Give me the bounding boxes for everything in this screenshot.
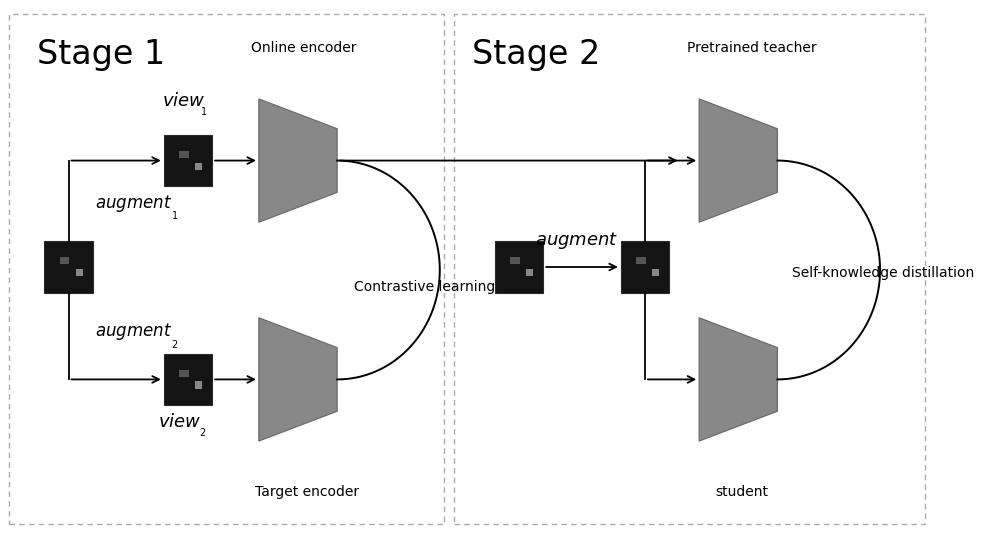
Polygon shape (699, 99, 777, 222)
Text: Self-knowledge distillation: Self-knowledge distillation (792, 266, 975, 280)
Bar (495, 241, 543, 293)
Bar (454, 14, 925, 524)
Text: student: student (715, 485, 768, 499)
Bar (76, 269, 83, 276)
Bar (60, 257, 69, 264)
Bar (621, 241, 669, 293)
Bar (9, 14, 444, 524)
Bar (164, 135, 212, 186)
Text: $\mathit{view}$: $\mathit{view}$ (162, 92, 205, 110)
Polygon shape (699, 318, 777, 441)
Bar (195, 381, 202, 389)
Text: $\mathit{view}$: $\mathit{view}$ (158, 413, 202, 431)
Bar (510, 257, 520, 264)
Polygon shape (259, 318, 337, 441)
Bar (526, 269, 533, 276)
Text: Stage 1: Stage 1 (37, 37, 165, 71)
Bar (44, 241, 93, 293)
Bar (164, 354, 212, 406)
Text: $\mathit{augment}$: $\mathit{augment}$ (95, 321, 172, 342)
Text: $_2$: $_2$ (171, 337, 179, 350)
Text: Contrastive learning: Contrastive learning (354, 280, 495, 294)
Text: $\mathit{augment}$: $\mathit{augment}$ (95, 193, 172, 214)
Bar (636, 257, 646, 264)
Polygon shape (259, 99, 337, 222)
Bar (195, 163, 202, 170)
Text: $_1$: $_1$ (200, 104, 207, 118)
Text: Pretrained teacher: Pretrained teacher (687, 41, 817, 55)
Text: Online encoder: Online encoder (251, 41, 357, 55)
Bar (179, 370, 189, 377)
Text: $_1$: $_1$ (171, 208, 179, 222)
Bar (179, 151, 189, 158)
Text: $\mathit{augment}$: $\mathit{augment}$ (535, 230, 618, 250)
Bar (652, 269, 659, 276)
Text: $_2$: $_2$ (199, 425, 206, 439)
Text: Stage 2: Stage 2 (472, 37, 601, 71)
Text: Target encoder: Target encoder (255, 485, 359, 499)
